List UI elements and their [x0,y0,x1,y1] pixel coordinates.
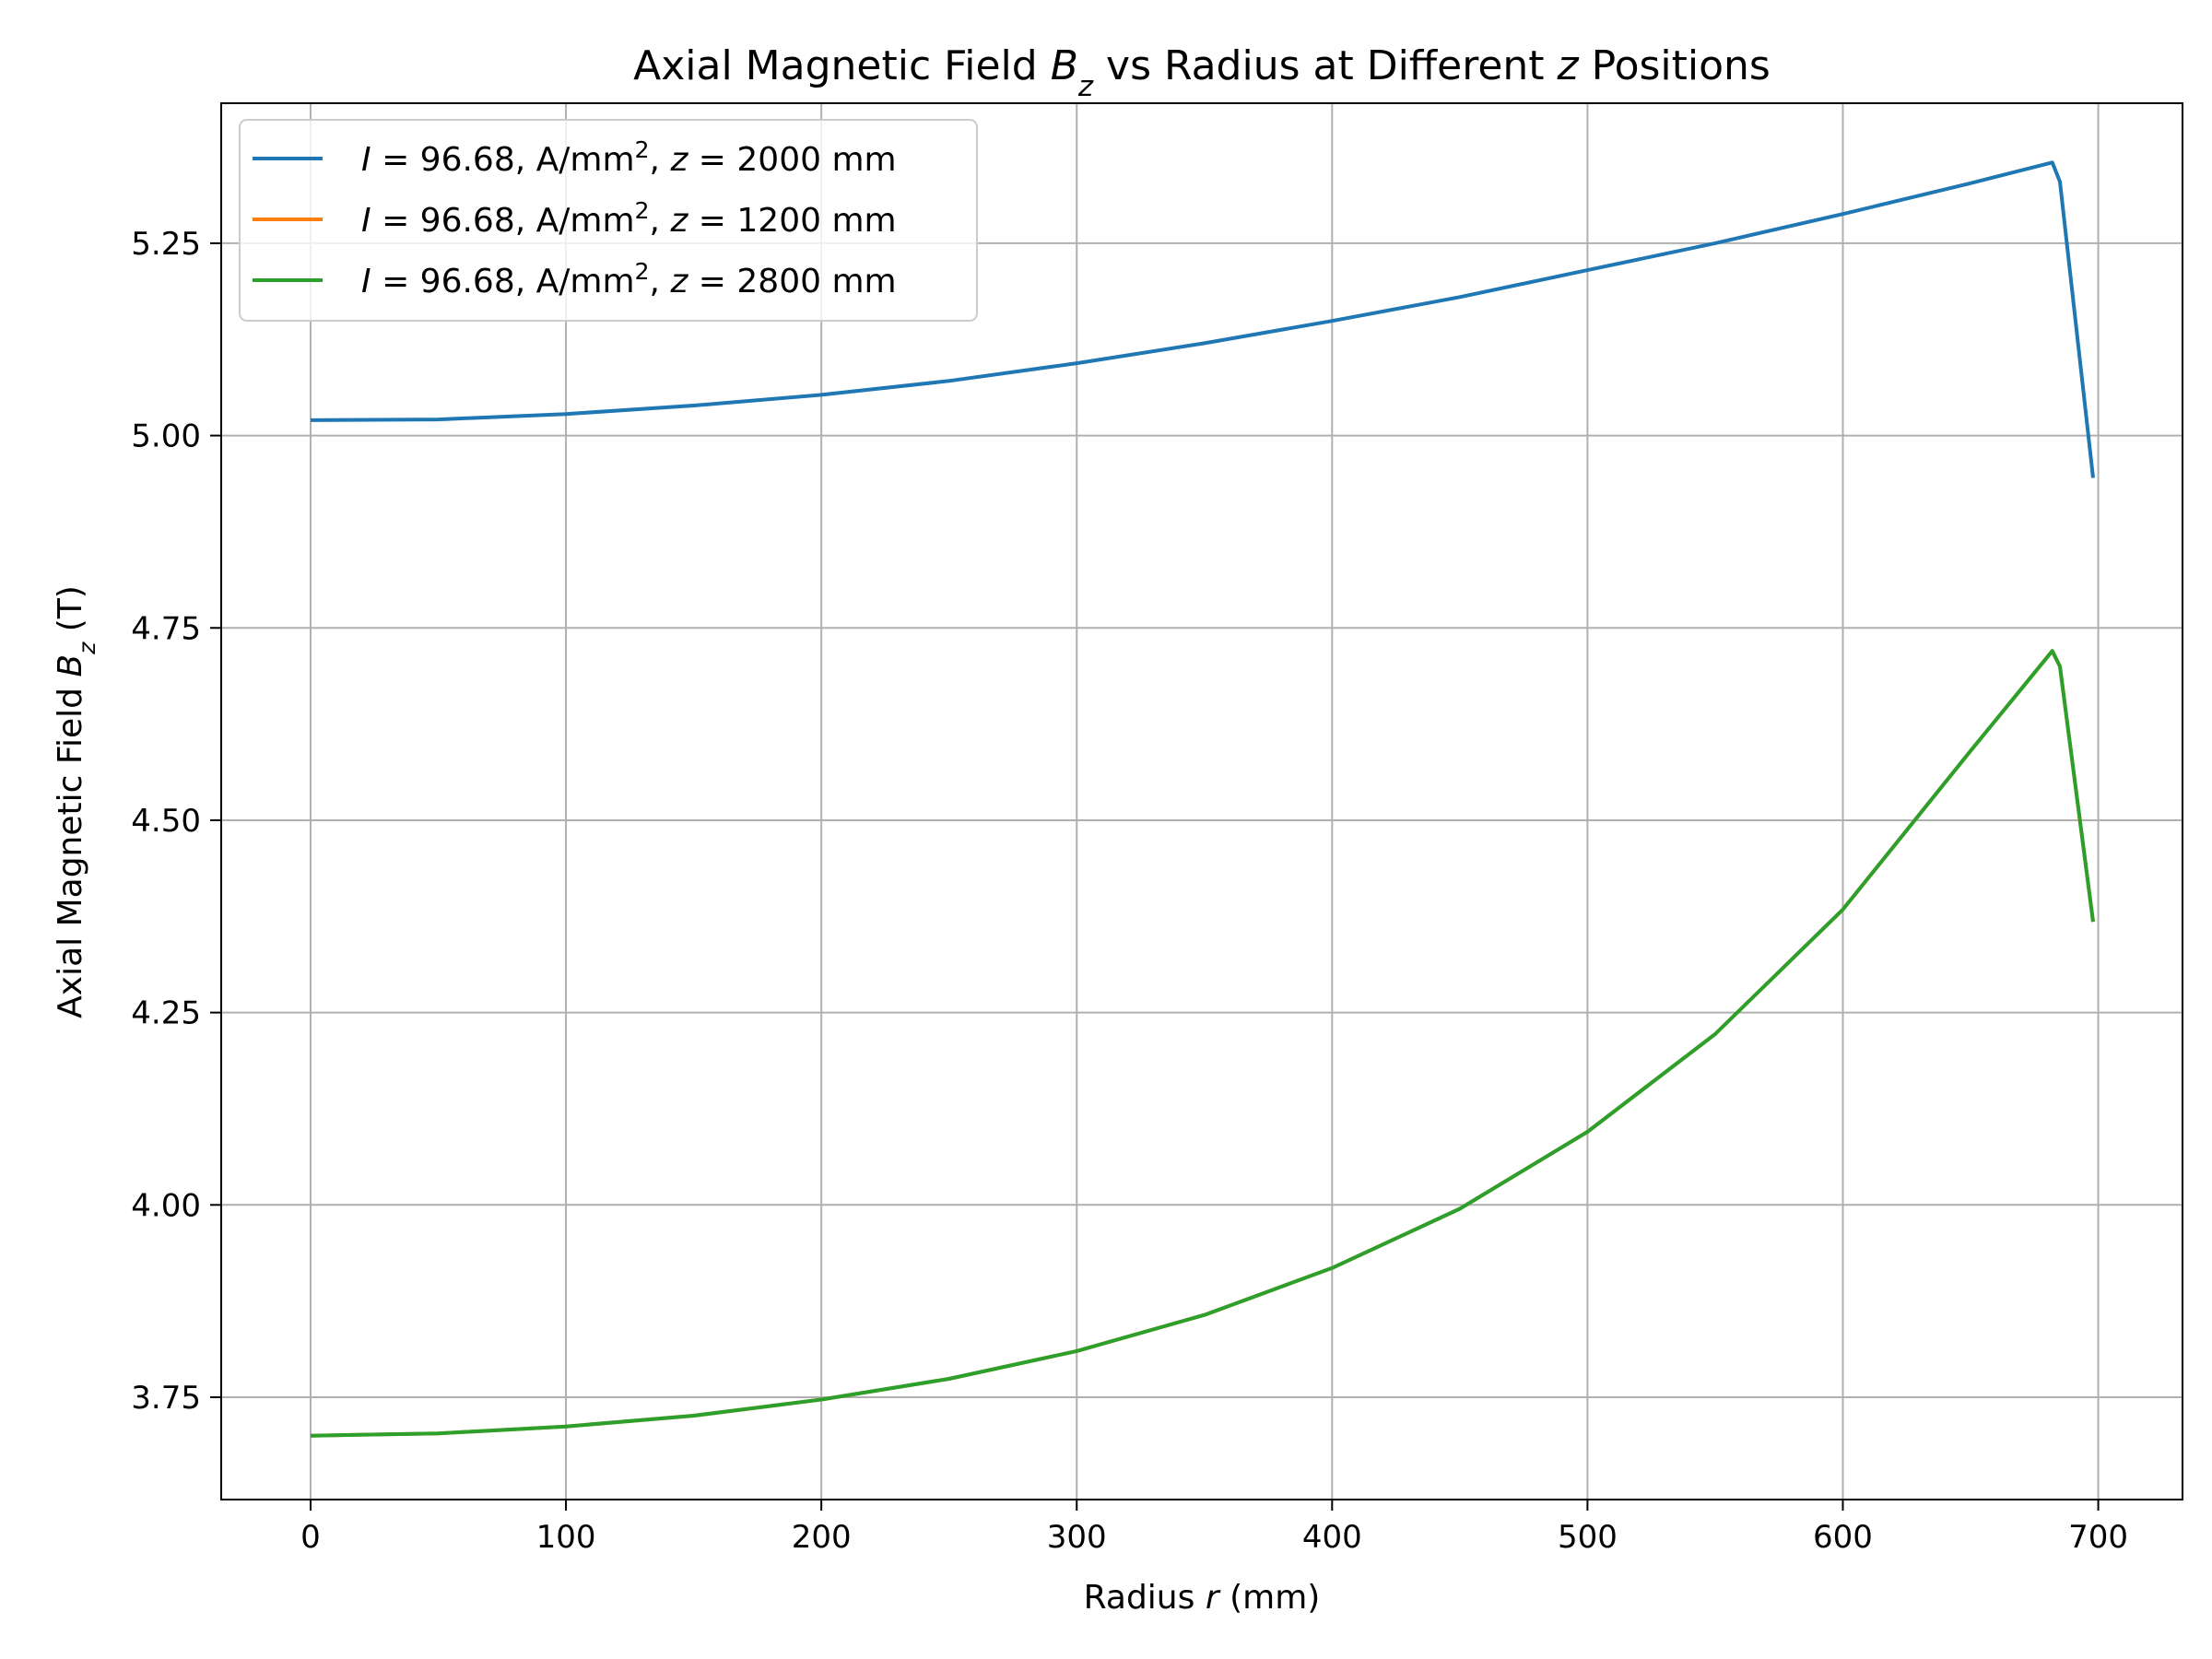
y-axis-label: Axial Magnetic Field Bz (T) [52,585,100,1018]
x-tick-label: 0 [300,1519,321,1556]
text-segment: I [361,141,371,179]
legend: I = 96.68, A/mm2, z = 2000 mmI = 96.68, … [239,119,978,322]
grid-layer [221,103,2183,1500]
text-segment: = 2800 mm [688,263,896,300]
x-tick-label: 200 [792,1519,852,1556]
x-tick-label: 600 [1813,1519,1873,1556]
text-segment: z [669,141,688,179]
legend-label-0: I = 96.68, A/mm2, z = 2000 mm [361,136,897,180]
text-segment: Axial Magnetic Field [633,42,1051,89]
text-segment: = 2000 mm [688,141,896,179]
text-segment: Positions [1579,42,1771,89]
text-segment: I [361,263,371,300]
text-segment: , [650,263,671,300]
legend-box [239,119,978,322]
y-tick-label: 4.25 [131,995,201,1032]
text-segment: , [650,202,671,240]
text-segment: B [52,654,89,677]
text-segment: = 1200 mm [688,202,896,240]
tick-layer: 0 100 200 300 400 500 600 700 3.75 4.00 4.25 4.50 4.… [131,226,2128,1556]
x-tick-label: 100 [536,1519,596,1556]
text-segment: z [669,263,688,300]
chart-title: Axial Magnetic Field Bz vs Radius at Dif… [633,42,1771,103]
text-segment: I [361,202,371,240]
text-segment: = 96.68, A/mm [371,141,635,179]
y-tick-label: 4.00 [131,1187,201,1224]
text-segment: 2 [635,136,650,163]
legend-label-1: I = 96.68, A/mm2, z = 1200 mm [361,197,897,241]
legend-label-2: I = 96.68, A/mm2, z = 2800 mm [361,258,897,301]
y-tick-label: 4.50 [131,803,201,840]
y-tick-label: 3.75 [131,1380,201,1417]
text-segment: z [1557,42,1580,89]
plot-area-background [221,103,2183,1500]
text-segment: Radius [1084,1579,1206,1617]
x-axis-label: Radius r (mm) [1084,1579,1321,1617]
series-layer [310,160,2095,1438]
series-line-2 [310,649,2095,1438]
text-segment: Axial Magnetic Field [52,677,89,1018]
text-segment: vs Radius at Different [1093,42,1557,89]
text-segment: z [669,202,688,240]
text-segment: 2 [635,197,650,224]
text-segment: (mm) [1219,1579,1321,1617]
text-segment: = 96.68, A/mm [371,202,635,240]
x-tick-label: 700 [2068,1519,2128,1556]
y-tick-label: 5.00 [131,418,201,455]
x-tick-label: 400 [1302,1519,1362,1556]
text-segment: z [74,641,100,655]
text-segment: r [1206,1579,1221,1617]
text-segment: B [1051,42,1078,89]
y-tick-label: 4.75 [131,610,201,647]
text-segment: z [1077,70,1094,103]
plot-frame [220,102,2183,1500]
series-line-0 [310,160,2095,478]
text-segment: = 96.68, A/mm [371,263,635,300]
text-segment: 2 [635,258,650,285]
x-tick-label: 500 [1558,1519,1618,1556]
text-segment: (T) [52,585,89,642]
x-tick-label: 300 [1047,1519,1107,1556]
text-segment: , [650,141,671,179]
y-tick-label: 5.25 [131,226,201,263]
